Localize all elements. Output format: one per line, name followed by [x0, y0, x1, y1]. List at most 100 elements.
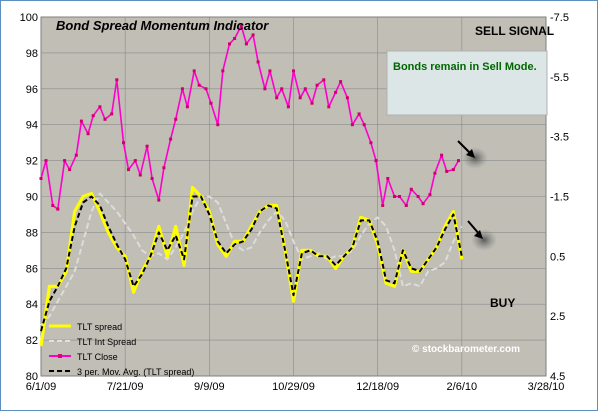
tlt-close-point: [292, 69, 295, 73]
tlt-close-point: [350, 123, 354, 127]
tlt-close-point: [268, 69, 272, 73]
x-tick-label: 6/1/09: [26, 381, 57, 393]
tlt-close-point: [91, 114, 95, 118]
left-tick-label: 90: [26, 192, 38, 204]
tlt-close-point: [150, 177, 154, 180]
tlt-close-point: [192, 69, 196, 73]
series-line-tlt-spread: [39, 185, 464, 347]
tlt-close-point: [180, 87, 184, 91]
tlt-close-point: [221, 69, 225, 73]
tlt-close-point: [280, 87, 284, 91]
tlt-close-point: [251, 33, 255, 37]
tlt-close-point: [303, 87, 307, 91]
left-tick-label: 86: [26, 263, 38, 275]
right-tick-label: 2.5: [550, 311, 565, 323]
left-tick-label: 98: [26, 48, 38, 60]
tlt-close-point: [327, 105, 331, 109]
left-tick-label: 92: [26, 156, 38, 168]
tlt-close-point: [185, 105, 189, 109]
left-tick-label: 84: [26, 299, 38, 311]
right-tick-label: -3.5: [550, 132, 569, 144]
tlt-close-point: [39, 177, 43, 180]
tlt-close-point: [110, 112, 114, 116]
left-tick-label: 96: [26, 84, 38, 96]
x-tick-label: 10/29/09: [272, 381, 315, 393]
sell-signal-label: SELL SIGNAL: [475, 24, 554, 38]
tlt-close-point: [127, 168, 130, 172]
tlt-close-point: [44, 159, 48, 163]
tlt-close-point: [115, 78, 119, 82]
legend-label-moving-average: 3 per. Mov. Avg. (TLT spread): [77, 367, 194, 377]
legend-label-tlt-int-spread: TLT Int Spread: [77, 337, 136, 347]
tlt-close-point: [428, 193, 432, 197]
legend: TLT spread TLT Int Spread TLT Close 3 pe…: [49, 322, 194, 377]
left-tick-label: 100: [20, 12, 38, 24]
tlt-close-point: [286, 105, 290, 109]
left-tick-label: 80: [26, 371, 38, 383]
series-line-tlt-int-spread: [40, 192, 463, 326]
tlt-close-point: [381, 204, 385, 207]
buy-label: BUY: [490, 296, 515, 310]
tlt-close-point: [263, 87, 267, 91]
tlt-close-point: [275, 96, 279, 100]
tlt-close-point: [445, 169, 449, 173]
arrow-upper-head: [466, 149, 475, 158]
chart-title: Bond Spread Momentum Indicator: [56, 18, 269, 33]
tlt-close-point: [204, 87, 208, 91]
tlt-close-point: [133, 159, 137, 163]
tlt-close-point: [197, 83, 201, 87]
tlt-close-point: [169, 137, 173, 141]
tlt-close-point: [451, 168, 455, 172]
tlt-close-point: [157, 198, 161, 202]
note-box: [386, 50, 548, 116]
x-tick-label: 7/21/09: [107, 381, 144, 393]
arrow-shadow-lower: [471, 229, 497, 251]
series-line-3-per-mov-avg-tlt-spread: [40, 195, 463, 332]
tlt-close-point: [51, 204, 55, 207]
tlt-close-point: [374, 159, 378, 163]
tlt-close-point: [357, 112, 361, 116]
tlt-close-point: [322, 78, 326, 82]
tlt-close-point: [145, 144, 149, 148]
tlt-close-point: [74, 153, 78, 157]
right-tick-label: -5.5: [550, 72, 569, 84]
tlt-close-point: [228, 42, 231, 46]
legend-label-tlt-spread: TLT spread: [77, 322, 122, 332]
tlt-close-point: [416, 195, 420, 198]
right-tick-label: -7.5: [550, 12, 569, 24]
tlt-close-point: [334, 90, 338, 94]
left-tick-label: 82: [26, 335, 38, 347]
tlt-close-point: [298, 96, 302, 100]
tlt-close-point: [68, 168, 72, 172]
tlt-close-point: [122, 141, 125, 145]
tlt-close-point: [404, 204, 408, 207]
left-axis-ticks: 80 82 84 86 88 90 92 94 96 98 100: [20, 12, 38, 383]
left-tick-label: 94: [26, 120, 38, 132]
tlt-close-point: [98, 105, 102, 109]
note-text: Bonds remain in Sell Mode.: [393, 61, 537, 73]
tlt-close-point: [457, 159, 460, 163]
tlt-close-point: [386, 177, 390, 180]
tlt-close-point: [409, 187, 413, 191]
legend-label-tlt-close: TLT Close: [77, 352, 118, 362]
tlt-close-point: [339, 80, 343, 84]
x-tick-label: 12/18/09: [356, 381, 399, 393]
tlt-close-point: [440, 153, 444, 157]
tlt-close-point: [362, 123, 366, 127]
tlt-close-point: [398, 195, 401, 198]
right-tick-label: 0.5: [550, 251, 565, 263]
series-layer: [39, 24, 464, 347]
tlt-close-point: [256, 60, 260, 64]
tlt-close-point: [103, 117, 107, 121]
legend-marker-tlt-close: [58, 354, 62, 358]
x-axis-ticks: 6/1/09 7/21/09 9/9/09 10/29/09 12/18/09 2/6/1…: [26, 381, 565, 393]
tlt-close-point: [421, 202, 425, 206]
arrow-lower-head: [474, 230, 483, 239]
tlt-close-point: [433, 171, 437, 175]
tlt-close-point: [233, 37, 237, 40]
tlt-close-point: [162, 166, 166, 170]
x-tick-label: 3/28/10: [528, 381, 565, 393]
tlt-close-point: [216, 123, 220, 127]
tlt-close-point: [79, 119, 83, 123]
